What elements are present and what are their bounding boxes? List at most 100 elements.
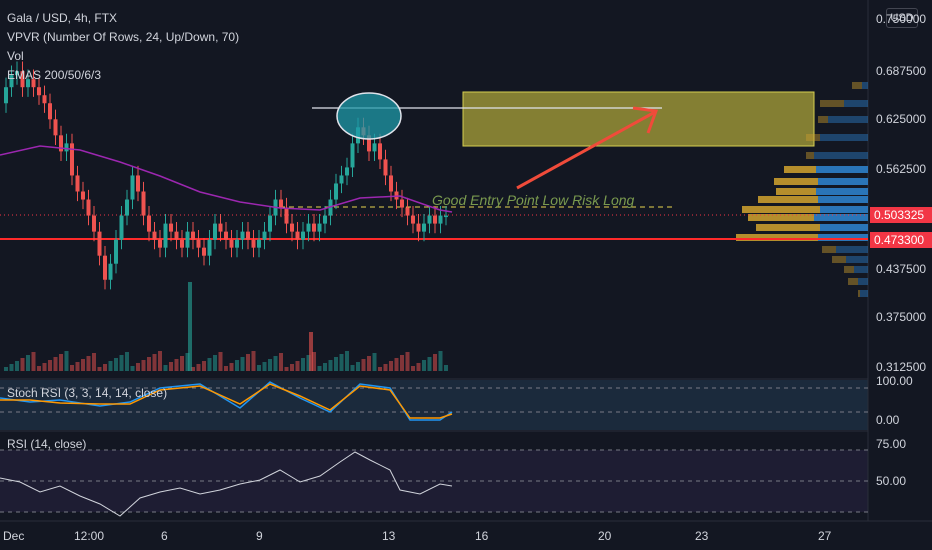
candle-body (444, 215, 448, 218)
rsi-title[interactable]: RSI (14, close) (7, 437, 87, 451)
candle-body (422, 223, 426, 232)
volume-bar (411, 366, 415, 371)
candle-body (163, 223, 168, 248)
candle-body (383, 159, 388, 176)
symbol-title: Gala / USD, 4h, FTX (7, 11, 118, 25)
volume-profile-buy (844, 100, 868, 107)
candle-body (4, 87, 8, 104)
volume-bar (378, 367, 382, 371)
volume-bar (444, 365, 448, 371)
volume-bar (37, 366, 41, 371)
candle-body (301, 231, 305, 240)
candle-body (350, 143, 355, 168)
volume-profile-buy (814, 152, 868, 159)
volume-bar (290, 364, 294, 371)
volume-bar (92, 353, 96, 371)
volume-bar (323, 363, 327, 371)
candle-body (92, 215, 96, 232)
volume-profile-buy (846, 256, 868, 263)
volume-bar (356, 362, 360, 371)
candle-body (411, 215, 415, 224)
volume-bar (367, 356, 371, 371)
indicator-emas[interactable]: EMAS 200/50/6/3 (7, 68, 102, 82)
candle-body (42, 95, 47, 104)
volume-bar (53, 357, 58, 371)
candle-body (191, 231, 195, 240)
volume-bar (86, 356, 91, 371)
highlight-circle (336, 92, 402, 140)
candle-body (15, 71, 19, 76)
candle-body (290, 223, 294, 232)
volume-bar (389, 361, 393, 371)
candle-body (240, 231, 245, 240)
candle-body (416, 223, 421, 232)
volume-profile-sell (806, 152, 814, 159)
volume-bar (427, 357, 432, 371)
volume-bar (158, 351, 162, 371)
volume-bar (163, 365, 168, 371)
candle-body (218, 223, 223, 232)
volume-profile-sell (774, 178, 818, 185)
volume-bar (268, 359, 272, 371)
candle-body (405, 207, 410, 216)
candle-body (284, 207, 289, 224)
volume-bar (328, 360, 333, 371)
volume-profile-sell (742, 206, 820, 213)
volume-bar (81, 359, 85, 371)
candle-body (257, 239, 261, 248)
volume-bar (309, 332, 313, 371)
currency-button[interactable]: USD (886, 8, 918, 28)
time-label: Dec (3, 529, 25, 543)
volume-bar (180, 356, 184, 371)
volume-bar (191, 367, 195, 371)
volume-bar (130, 366, 135, 371)
volume-profile-sell (852, 82, 862, 89)
volume-bar (246, 354, 250, 371)
candle-body (70, 143, 74, 176)
price-label: 0.437500 (876, 262, 927, 276)
volume-bar (31, 352, 36, 371)
candle-body (119, 215, 124, 240)
volume-bar (240, 357, 245, 371)
candle-body (251, 239, 256, 248)
volume-bar (317, 366, 322, 371)
volume-profile-sell (832, 256, 846, 263)
volume-bar (433, 354, 437, 371)
volume-profile-buy (858, 278, 868, 285)
candle-body (389, 175, 393, 192)
volume-bar (174, 359, 179, 371)
volume-profile-buy (816, 166, 868, 173)
volume-bar (97, 367, 102, 371)
volume-bar (416, 363, 421, 371)
volume-bar (306, 355, 311, 371)
candle-body (207, 239, 212, 256)
volume-bar (48, 360, 52, 371)
candle-body (427, 215, 432, 224)
volume-bar (15, 361, 19, 371)
volume-profile-buy (818, 196, 868, 203)
volume-profile-buy (818, 178, 868, 185)
candle-body (59, 135, 63, 152)
candle-body (367, 135, 371, 152)
candle-body (147, 215, 151, 232)
time-label: 9 (256, 529, 263, 543)
candle-body (97, 231, 102, 256)
volume-bar (59, 354, 63, 371)
time-label: 12:00 (74, 529, 105, 543)
candle-body (372, 143, 377, 152)
indicator-vol[interactable]: Vol (7, 49, 24, 63)
indicator-vpvr[interactable]: VPVR (Number Of Rows, 24, Up/Down, 70) (7, 30, 240, 44)
candle-body (323, 215, 327, 224)
volume-profile-sell (820, 100, 844, 107)
volume-bar (251, 351, 256, 371)
volume-profile-buy (836, 246, 868, 253)
stoch-rsi-title[interactable]: Stoch RSI (3, 3, 14, 14, close) (7, 386, 168, 400)
volume-bar (141, 360, 146, 371)
candle-body (103, 255, 107, 280)
volume-profile-buy (816, 188, 868, 195)
volume-profile-buy (820, 224, 868, 231)
candle-body (20, 71, 25, 88)
candle-body (246, 231, 250, 240)
time-label: 6 (161, 529, 168, 543)
